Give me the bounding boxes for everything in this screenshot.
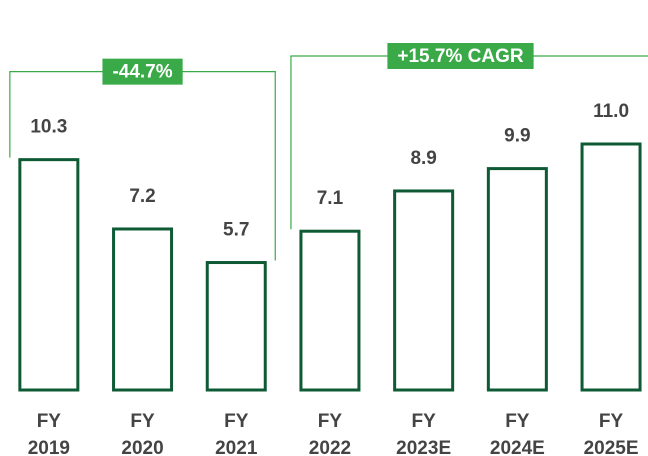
bar: [205, 261, 267, 392]
x-tick-label: FY 2025E: [583, 411, 639, 456]
value-label: 8.9: [410, 148, 436, 169]
bar: [580, 142, 642, 392]
annotation-text: -44.7%: [112, 62, 172, 83]
value-label: 7.1: [317, 188, 344, 209]
x-tick-label: FY 2023E: [396, 411, 452, 456]
x-tick-label: FY 2020: [121, 411, 164, 456]
annotation: -44.7%: [102, 58, 183, 85]
x-tick-label: FY 2019: [27, 411, 70, 456]
bar: [18, 158, 80, 392]
bar: [393, 189, 455, 392]
value-label: 11.0: [593, 101, 629, 122]
annotation-box: [387, 43, 534, 69]
value-label: 5.7: [223, 220, 249, 241]
bar: [299, 229, 361, 392]
x-tick-label: FY 2024E: [489, 411, 545, 456]
x-tick-label: FY 2022: [308, 411, 352, 456]
annotation-box: [102, 58, 183, 85]
value-label: 7.2: [129, 186, 155, 207]
bar: [112, 227, 174, 392]
value-label: 9.9: [504, 126, 530, 147]
annotation: +15.7% CAGR: [387, 43, 534, 69]
value-label: 10.3: [30, 117, 67, 138]
x-tick-label: FY 2021: [215, 411, 258, 456]
bar: [486, 167, 548, 392]
annotation-text: +15.7% CAGR: [397, 46, 523, 67]
